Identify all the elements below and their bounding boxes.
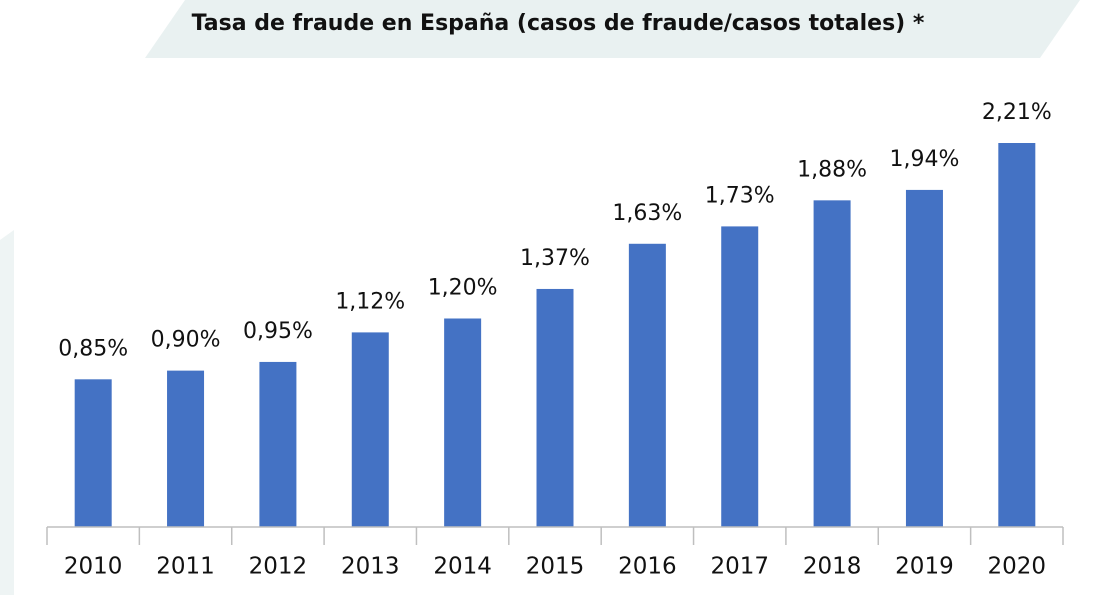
title-banner	[145, 0, 1080, 58]
x-tick-label: 2010	[64, 554, 123, 580]
x-tick-label: 2013	[341, 554, 400, 580]
bar	[444, 318, 482, 527]
x-tick-label: 2011	[156, 554, 215, 580]
x-tick-label: 2020	[988, 554, 1047, 580]
bar	[351, 332, 389, 527]
bar	[998, 143, 1036, 527]
value-label: 1,94%	[890, 147, 960, 172]
bar	[905, 189, 943, 527]
value-label: 0,85%	[58, 336, 128, 361]
value-label: 1,12%	[335, 289, 405, 314]
x-tick-label: 2012	[249, 554, 308, 580]
value-label: 1,63%	[612, 201, 682, 226]
x-tick-label: 2016	[618, 554, 677, 580]
x-tick-label: 2017	[710, 554, 769, 580]
bar	[167, 370, 205, 527]
bar	[259, 361, 297, 527]
bar	[813, 200, 851, 528]
bar	[628, 243, 666, 528]
value-label: 0,90%	[151, 328, 221, 353]
x-tick-label: 2015	[526, 554, 585, 580]
side-decor	[0, 230, 14, 595]
bar	[536, 288, 574, 527]
x-tick-label: 2019	[895, 554, 954, 580]
bar	[721, 226, 759, 527]
value-label: 1,37%	[520, 246, 590, 271]
bar	[74, 379, 112, 527]
chart-title: Tasa de fraude en España (casos de fraud…	[192, 11, 925, 36]
value-label: 1,20%	[428, 275, 498, 300]
x-tick-label: 2018	[803, 554, 862, 580]
value-label: 1,88%	[797, 157, 867, 182]
value-label: 2,21%	[982, 100, 1052, 125]
value-label: 1,73%	[705, 183, 775, 208]
x-tick-label: 2014	[433, 554, 492, 580]
value-label: 0,95%	[243, 319, 313, 344]
